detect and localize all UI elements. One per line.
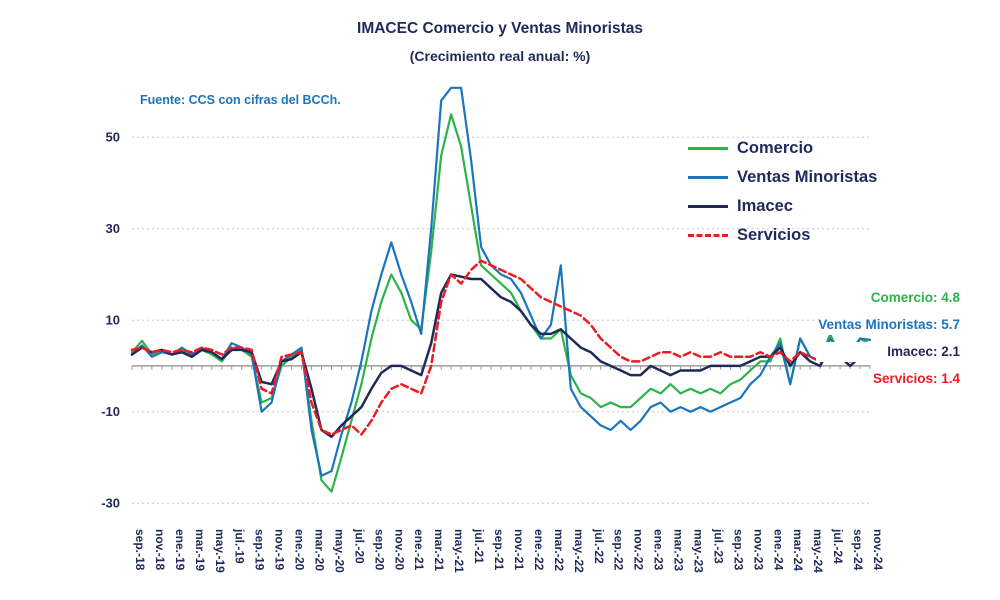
- x-axis-tick-label: sep.-22: [612, 529, 626, 571]
- x-axis-tick-label: may.-20: [333, 529, 347, 573]
- legend-item-ventas-minoristas: Ventas Minoristas: [688, 163, 877, 192]
- x-axis-tick-label: ene.-21: [412, 529, 426, 571]
- x-axis-tick-label: jul.-22: [592, 528, 606, 564]
- x-axis-tick-label: sep.-24: [851, 529, 865, 571]
- end-value-label: Servicios: 1.4: [816, 369, 962, 389]
- x-axis-tick-label: jul.-19: [233, 528, 247, 564]
- x-axis-tick-label: mar.-23: [672, 529, 686, 571]
- x-axis-tick-label: ene.-23: [652, 529, 666, 571]
- legend-line-swatch: [688, 205, 728, 208]
- x-axis-tick-label: may.-22: [572, 529, 586, 573]
- x-axis-tick-label: mar.-24: [791, 529, 805, 571]
- x-axis-tick-label: ene.-20: [293, 529, 307, 571]
- x-axis-tick-label: sep.-18: [133, 529, 147, 571]
- x-axis-tick-label: nov.-19: [273, 529, 287, 570]
- legend-item-comercio: Comercio: [688, 134, 877, 163]
- y-axis-tick-label: -10: [101, 404, 120, 419]
- x-axis-tick-label: mar.-22: [552, 529, 566, 571]
- x-axis-tick-label: nov.-18: [153, 529, 167, 570]
- legend-item-imacec: Imacec: [688, 192, 877, 221]
- y-axis-tick-label: 50: [106, 130, 120, 145]
- y-axis-tick-label: -30: [101, 496, 120, 511]
- y-axis-tick-label: 10: [106, 313, 120, 328]
- x-axis-tick-label: jul.-21: [472, 528, 486, 564]
- end-value-label: Imacec: 2.1: [816, 342, 962, 362]
- legend-line-swatch: [688, 234, 728, 237]
- legend-label: Servicios: [737, 226, 811, 244]
- x-axis-tick-label: sep.-21: [492, 529, 506, 571]
- x-axis-tick-label: sep.-23: [731, 529, 745, 571]
- x-axis-tick-label: nov.-23: [751, 529, 765, 570]
- x-axis-tick-label: may.-19: [213, 529, 227, 573]
- x-axis-tick-label: jul.-24: [831, 528, 845, 564]
- x-axis-tick-label: sep.-20: [372, 529, 386, 571]
- end-value-label: Comercio: 4.8: [816, 288, 962, 308]
- x-axis-tick-label: jul.-20: [352, 528, 366, 564]
- legend-label: Ventas Minoristas: [737, 168, 878, 186]
- x-axis-tick-label: mar.-21: [432, 529, 446, 571]
- source-note: Fuente: CCS con cifras del BCCh.: [140, 93, 341, 107]
- legend-item-servicios: Servicios: [688, 221, 877, 250]
- x-axis-tick-label: ene.-24: [771, 529, 785, 571]
- x-axis-tick-label: nov.-20: [392, 529, 406, 570]
- x-axis-tick-label: may.-21: [452, 529, 466, 573]
- x-axis-tick-label: mar.-20: [313, 529, 327, 571]
- end-value-label: Ventas Minoristas: 5.7: [816, 315, 962, 335]
- x-axis-tick-label: ene.-22: [532, 529, 546, 571]
- chart-subtitle: (Crecimiento real anual: %): [409, 48, 591, 64]
- x-axis-tick-label: may.-23: [692, 529, 706, 573]
- x-axis-tick-label: nov.-22: [632, 529, 646, 570]
- legend-line-swatch: [688, 147, 728, 150]
- chart-legend: Comercio Ventas Minoristas Imacec Servicios: [688, 134, 877, 250]
- series-end-value-labels: Comercio: 4.8 Ventas Minoristas: 5.7 Imace…: [816, 288, 962, 396]
- x-axis-tick-label: jul.-23: [711, 528, 725, 564]
- y-axis-tick-label: 30: [106, 221, 120, 236]
- series-line-imacec: [130, 273, 872, 439]
- legend-line-swatch: [688, 176, 728, 179]
- x-axis-tick-label: sep.-19: [253, 529, 267, 571]
- legend-label: Comercio: [737, 139, 814, 157]
- x-axis-tick-label: nov.-24: [871, 529, 885, 570]
- series-line-ventas-minoristas: [130, 86, 872, 477]
- chart-title: IMACEC Comercio y Ventas Minoristas: [357, 20, 643, 37]
- x-axis-tick-label: may.-24: [811, 529, 825, 573]
- series-line-servicios: [130, 259, 872, 436]
- x-axis-tick-label: nov.-21: [512, 529, 526, 570]
- x-axis-tick-label: ene.-19: [173, 529, 187, 571]
- x-axis-tick-label: mar.-19: [193, 529, 207, 571]
- legend-label: Imacec: [737, 197, 793, 215]
